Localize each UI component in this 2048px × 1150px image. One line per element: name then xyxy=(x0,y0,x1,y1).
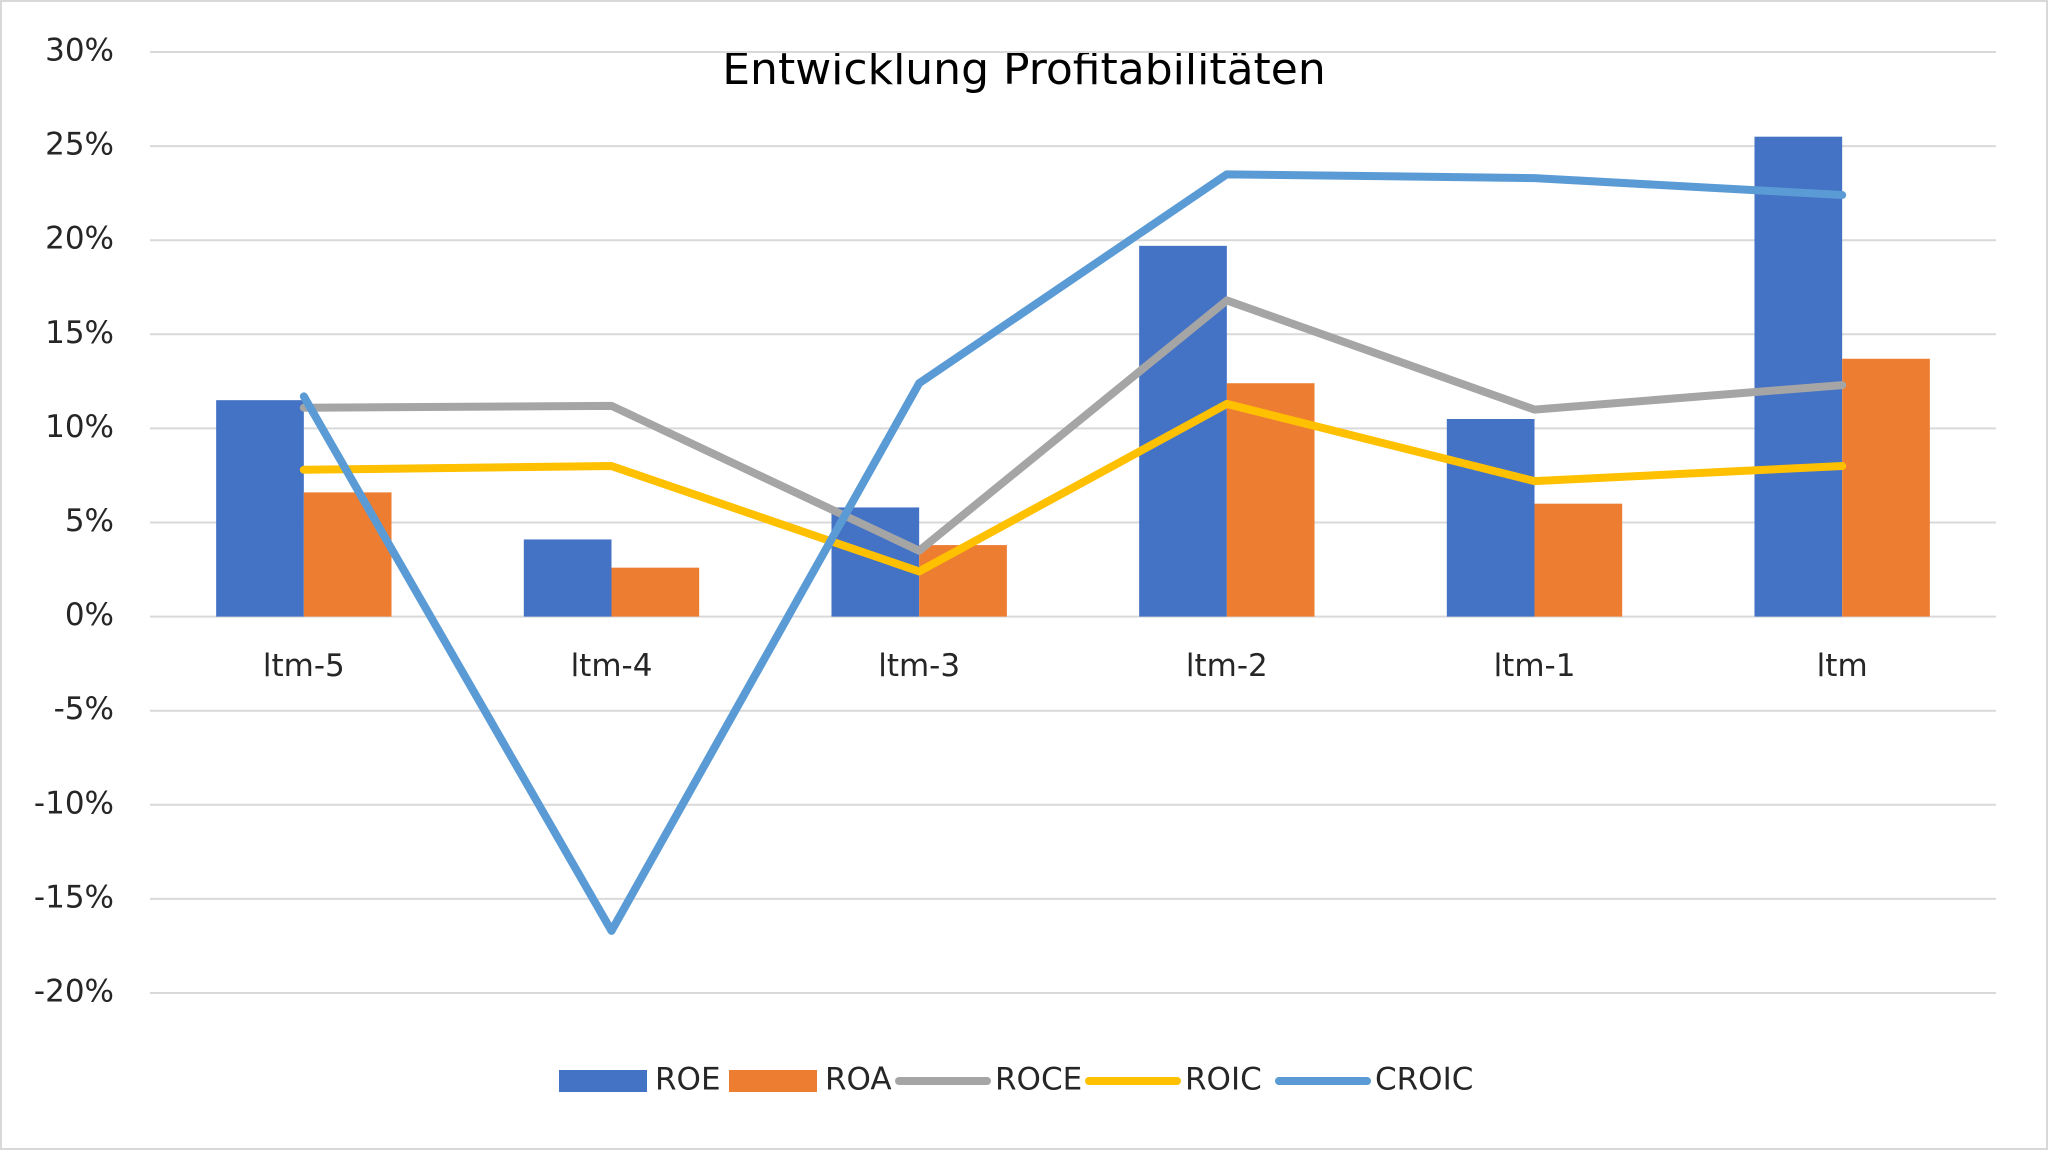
legend-label: CROIC xyxy=(1375,1062,1473,1098)
y-tick-label: -15% xyxy=(34,879,114,915)
bar xyxy=(523,539,612,617)
y-tick-label: -5% xyxy=(54,691,114,727)
bar xyxy=(216,400,304,617)
legend-label: ROE xyxy=(655,1062,721,1098)
x-tick-label: ltm xyxy=(1817,648,1868,684)
x-tick-label: ltm-4 xyxy=(571,648,653,684)
x-tick-label: ltm-5 xyxy=(263,648,345,684)
line xyxy=(299,399,1847,576)
legend-swatch xyxy=(729,1070,817,1092)
y-tick-label: 15% xyxy=(45,315,114,351)
bar xyxy=(1534,503,1623,617)
y-tick-label: 30% xyxy=(45,33,114,69)
y-tick-label: 5% xyxy=(65,503,114,539)
y-tick-label: -10% xyxy=(34,785,114,821)
bar xyxy=(1754,136,1843,617)
y-tick-label: 0% xyxy=(65,597,114,633)
legend-swatch xyxy=(559,1070,647,1092)
x-tick-label: ltm-2 xyxy=(1186,648,1268,684)
x-tick-label: ltm-3 xyxy=(878,648,960,684)
bar xyxy=(303,492,392,617)
bar xyxy=(611,567,700,617)
line xyxy=(299,296,1847,555)
legend-label: ROIC xyxy=(1185,1062,1262,1098)
y-tick-label: 10% xyxy=(45,409,114,445)
legend-label: ROA xyxy=(825,1062,892,1098)
y-tick-label: -20% xyxy=(34,974,114,1010)
legend-label: ROCE xyxy=(995,1062,1082,1098)
y-tick-label: 20% xyxy=(45,221,114,257)
bar xyxy=(1842,358,1930,617)
line xyxy=(299,170,1847,935)
bar xyxy=(831,507,920,617)
x-tick-label: ltm-1 xyxy=(1494,648,1576,684)
bar xyxy=(1446,418,1535,617)
bar xyxy=(919,545,1007,617)
y-tick-label: 25% xyxy=(45,127,114,163)
